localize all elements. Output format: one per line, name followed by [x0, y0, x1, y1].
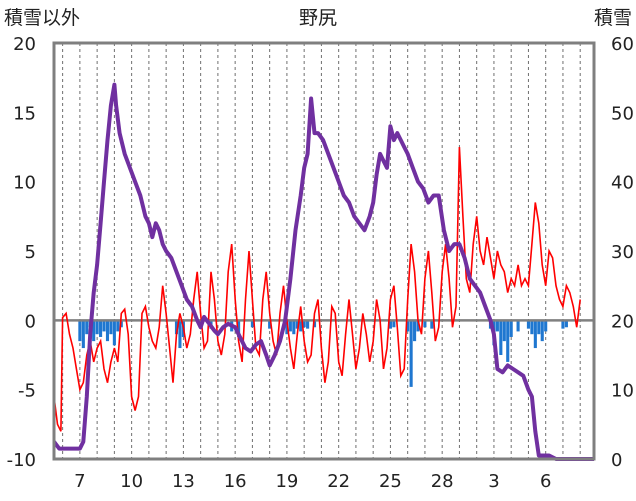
precipitation-bar [530, 320, 534, 335]
x-tick-label: 10 [120, 471, 143, 492]
right-axis-ticks: 0 10 20 30 40 50 60 [611, 34, 634, 471]
precipitation-bar [178, 320, 182, 349]
precipitation-bar [416, 320, 420, 332]
left-axis-label: 積雪以外 [4, 7, 80, 29]
right-tick-label: 60 [611, 34, 634, 55]
right-tick-label: 50 [611, 103, 634, 124]
precipitation-bar [413, 320, 417, 342]
x-axis-ticks: 7 10 13 16 19 22 25 28 3 6 [74, 471, 551, 492]
left-tick-label: 15 [13, 103, 36, 124]
precipitation-bar [564, 320, 568, 328]
precipitation-bar [526, 320, 530, 329]
left-tick-label: 20 [13, 34, 36, 55]
left-tick-label: 5 [25, 242, 36, 263]
plot-frame [52, 41, 596, 461]
precipitation-bar [78, 320, 82, 342]
right-tick-label: 20 [611, 311, 634, 332]
precipitation-bar [306, 320, 310, 329]
precipitation-bar [499, 320, 503, 355]
precipitation-bar [388, 320, 392, 329]
precipitation-bar [292, 320, 296, 335]
precipitation-bar [285, 320, 289, 335]
precipitation-bar [509, 320, 513, 337]
x-tick-label: 3 [488, 471, 499, 492]
precipitation-bar [81, 320, 85, 349]
precipitation-bar [302, 320, 306, 328]
left-tick-label: -5 [18, 381, 36, 402]
precipitation-bar [299, 320, 303, 332]
right-axis-label: 積雪 [594, 7, 632, 29]
x-tick-label: 25 [379, 471, 402, 492]
precipitation-bar [537, 320, 541, 335]
left-tick-label: 10 [13, 173, 36, 194]
x-tick-label: 6 [540, 471, 551, 492]
x-tick-label: 28 [431, 471, 454, 492]
left-tick-label: -10 [7, 450, 36, 471]
precipitation-bar [533, 320, 537, 349]
precipitation-bar [516, 320, 520, 332]
precipitation-bar [174, 320, 179, 335]
precipitation-bar [506, 320, 510, 362]
precipitation-bar [109, 320, 113, 335]
right-tick-label: 10 [611, 381, 634, 402]
x-tick-label: 7 [74, 471, 85, 492]
precipitation-bar [288, 320, 292, 332]
grid [62, 43, 581, 459]
precipitation-bar [540, 320, 544, 342]
left-axis-ticks: -10 -5 0 5 10 15 20 [7, 34, 36, 471]
precipitation-bar [99, 320, 103, 337]
precipitation-bar [561, 320, 565, 329]
temperature-line [53, 146, 581, 432]
x-tick-label: 22 [327, 471, 350, 492]
precipitation-bar [250, 320, 254, 328]
precipitation-bar [430, 320, 434, 329]
precipitation-bar [92, 320, 96, 342]
right-tick-label: 40 [611, 173, 634, 194]
x-tick-label: 19 [275, 471, 298, 492]
precipitation-bar [544, 320, 548, 332]
right-tick-label: 0 [611, 450, 622, 471]
precipitation-bar [495, 320, 499, 332]
precipitation-bar [423, 320, 427, 328]
snow-depth-line [52, 82, 594, 461]
precipitation-bar [102, 320, 106, 332]
precipitation-bar [392, 320, 396, 328]
left-tick-label: 0 [25, 311, 36, 332]
x-tick-label: 16 [224, 471, 247, 492]
x-tick-label: 13 [172, 471, 195, 492]
precipitation-bar [237, 320, 241, 337]
precipitation-bar [268, 320, 272, 329]
precipitation-bar [312, 320, 317, 328]
precipitation-bar [105, 320, 110, 342]
precipitation-bar [112, 320, 116, 346]
precipitation-bar [116, 320, 120, 332]
precipitation-bar [406, 320, 410, 332]
precipitation-bar [409, 320, 413, 387]
right-tick-label: 30 [611, 242, 634, 263]
chart-title: 野尻 [299, 7, 337, 29]
precipitation-bar [95, 320, 99, 335]
precipitation-bar [502, 320, 506, 342]
precipitation-bar [85, 320, 89, 335]
precipitation-bar [295, 320, 299, 329]
